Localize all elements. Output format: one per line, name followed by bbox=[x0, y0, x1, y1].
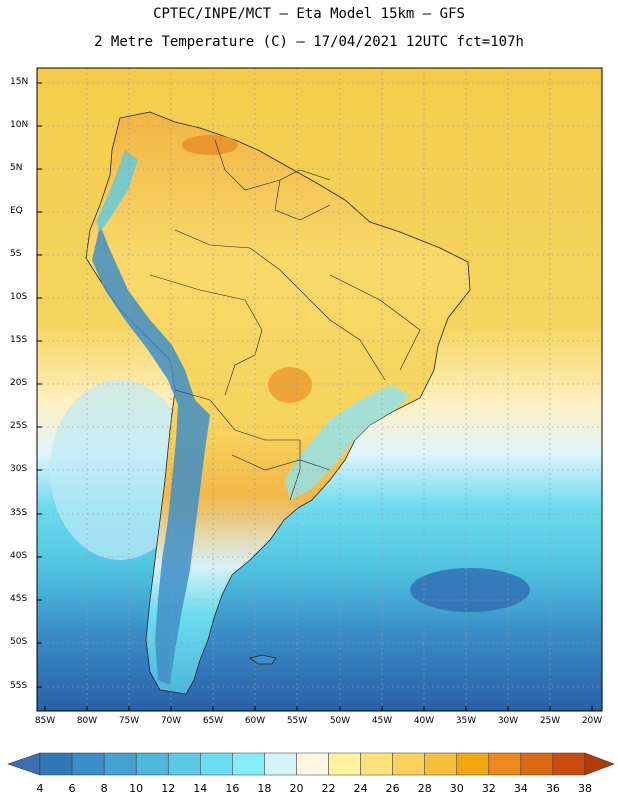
hot-spot-paraguay bbox=[268, 367, 312, 403]
map-subtitle: 2 Metre Temperature (C) – 17/04/2021 12U… bbox=[94, 34, 524, 50]
colorbar-segment bbox=[488, 752, 522, 776]
lat-label: 30S bbox=[10, 464, 28, 474]
colorbar-label: 28 bbox=[417, 782, 432, 795]
colorbar-label: 30 bbox=[449, 782, 464, 795]
colorbar-label: 10 bbox=[129, 782, 144, 795]
colorbar-label: 38 bbox=[578, 782, 592, 795]
colorbar-segment bbox=[456, 752, 490, 776]
temperature-colorbar bbox=[7, 752, 615, 776]
lat-label: 35S bbox=[10, 508, 28, 518]
lon-label: 50W bbox=[329, 716, 351, 726]
colorbar-label: 6 bbox=[68, 782, 76, 795]
colorbar-segment bbox=[296, 752, 329, 776]
lon-label: 45W bbox=[371, 716, 393, 726]
lon-label: 20W bbox=[581, 716, 603, 726]
colorbar-label: 24 bbox=[353, 782, 368, 795]
colorbar-label: 16 bbox=[225, 782, 240, 795]
lon-label: 40W bbox=[413, 716, 435, 726]
colorbar-label: 18 bbox=[257, 782, 272, 795]
colorbar-label: 12 bbox=[161, 782, 176, 795]
lat-label: 10N bbox=[10, 120, 29, 130]
falkland-islands bbox=[249, 654, 277, 665]
colorbar-segment bbox=[103, 752, 137, 776]
lat-label: 15N bbox=[10, 77, 29, 87]
colorbar-segment bbox=[135, 752, 169, 776]
colorbar-label: 22 bbox=[321, 782, 336, 795]
colorbar-segment bbox=[167, 752, 201, 776]
colorbar-label: 32 bbox=[481, 782, 496, 795]
lon-label: 85W bbox=[34, 716, 56, 726]
lat-label: 50S bbox=[10, 637, 28, 647]
colorbar-segment bbox=[39, 752, 73, 776]
cold-ocean-region bbox=[410, 568, 530, 612]
colorbar-label: 4 bbox=[36, 782, 44, 795]
colorbar-segment bbox=[552, 752, 586, 776]
lon-label: 25W bbox=[539, 716, 561, 726]
lat-label: EQ bbox=[10, 206, 23, 216]
lat-label: 40S bbox=[10, 551, 28, 561]
colorbar-label: 26 bbox=[385, 782, 400, 795]
lon-label: 30W bbox=[497, 716, 519, 726]
lat-label: 55S bbox=[10, 681, 28, 691]
colorbar-arrow-low bbox=[7, 752, 41, 776]
lat-label: 25S bbox=[10, 421, 28, 431]
lon-label: 35W bbox=[455, 716, 477, 726]
lon-label: 75W bbox=[118, 716, 140, 726]
andes-cold-ridge bbox=[92, 225, 210, 685]
colorbar-label: 36 bbox=[545, 782, 560, 795]
lat-label: 20S bbox=[10, 378, 28, 388]
temperature-map bbox=[36, 67, 603, 712]
map-frame bbox=[36, 67, 603, 712]
lat-label: 5S bbox=[10, 249, 22, 259]
graticule bbox=[37, 68, 602, 711]
lat-label: 45S bbox=[10, 594, 28, 604]
country-borders bbox=[149, 139, 421, 501]
colorbar-segment bbox=[360, 752, 393, 776]
colorbar-label: 34 bbox=[513, 782, 528, 795]
colorbar-segment bbox=[264, 752, 297, 776]
lat-label: 10S bbox=[10, 292, 28, 302]
colorbar-label: 20 bbox=[289, 782, 304, 795]
lon-label: 60W bbox=[244, 716, 266, 726]
colorbar-segment bbox=[71, 752, 105, 776]
cool-se-brazil bbox=[285, 385, 410, 500]
lon-label: 70W bbox=[160, 716, 182, 726]
colorbar-segment bbox=[328, 752, 361, 776]
colorbar-label: 14 bbox=[193, 782, 208, 795]
lat-label: 5N bbox=[10, 163, 23, 173]
cool-ocean-region bbox=[50, 380, 190, 560]
colorbar-segment bbox=[424, 752, 458, 776]
colorbar-arrow-high bbox=[584, 752, 615, 776]
colorbar-segment bbox=[392, 752, 425, 776]
lon-label: 80W bbox=[76, 716, 98, 726]
map-title: CPTEC/INPE/MCT – Eta Model 15km – GFS bbox=[153, 6, 465, 22]
colorbar-label: 8 bbox=[100, 782, 108, 795]
colorbar-segment bbox=[200, 752, 233, 776]
axis-ticks bbox=[37, 82, 593, 711]
colorbar-segment bbox=[232, 752, 265, 776]
lon-label: 65W bbox=[202, 716, 224, 726]
lat-label: 15S bbox=[10, 335, 28, 345]
andes-north-ridge bbox=[96, 150, 138, 232]
hot-spot-venezuela bbox=[182, 135, 238, 155]
lon-label: 55W bbox=[286, 716, 308, 726]
colorbar-segment bbox=[520, 752, 554, 776]
